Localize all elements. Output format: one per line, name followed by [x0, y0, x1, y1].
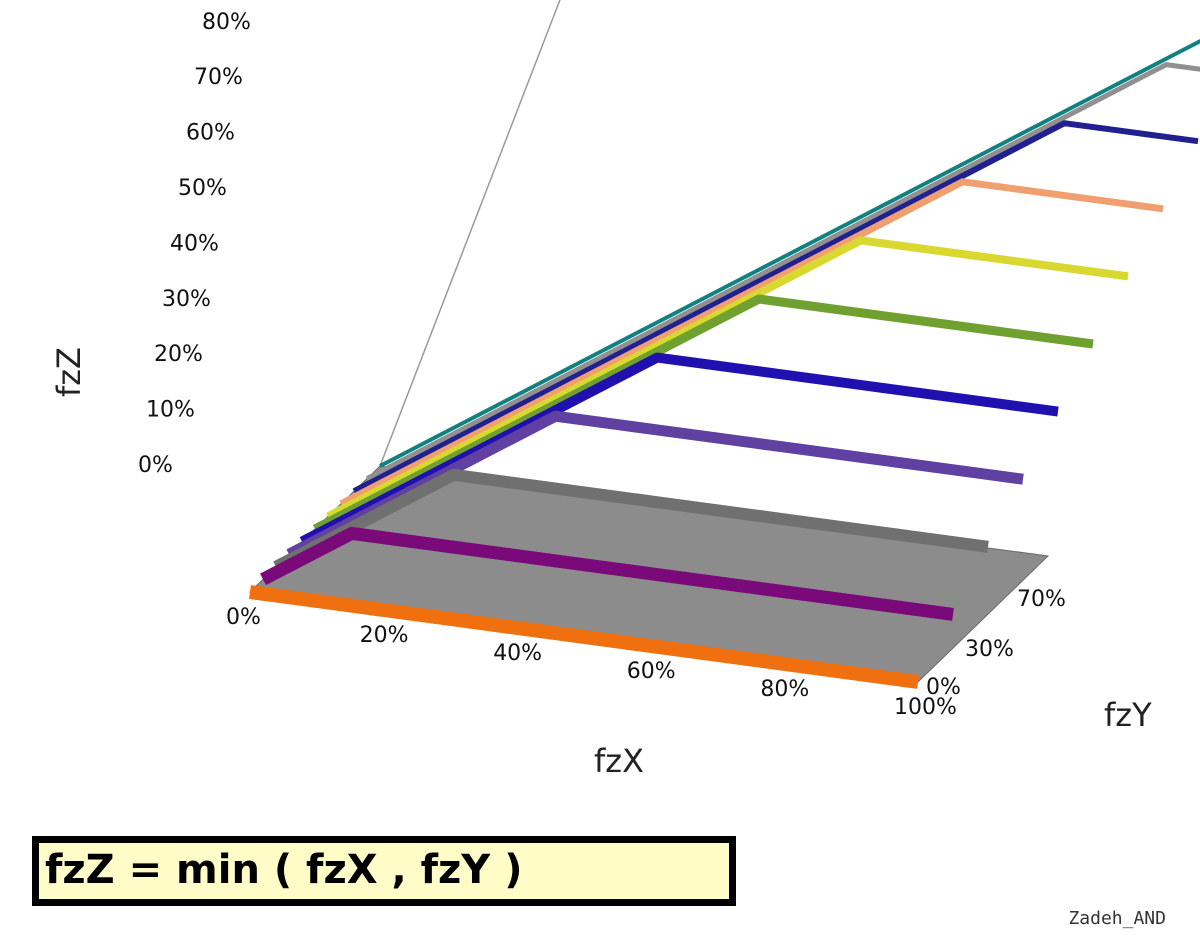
z-tick-label: 40% [170, 231, 219, 256]
z-axis-line [379, 0, 561, 467]
z-axis-title: fzZ [50, 347, 88, 397]
formula-text: fzZ = min ( fzX , fzY ) [45, 847, 523, 893]
x-tick-label: 20% [360, 623, 409, 648]
z-tick-label: 80% [202, 10, 251, 35]
series-line-y-80 [352, 120, 1199, 494]
z-tick-label: 0% [138, 453, 173, 478]
x-tick-label: 80% [760, 677, 809, 702]
surface-chart: 0%10%20%30%40%50%60%70%80%90%100%0%20%40… [50, 0, 1200, 780]
series-line-y-60 [326, 236, 1129, 520]
z-tick-label: 10% [146, 398, 195, 423]
chart-name-label: Zadeh_AND [1068, 908, 1166, 929]
x-tick-label: 0% [226, 605, 261, 630]
series-line-y-0 [249, 585, 919, 689]
series-line-y-50 [312, 294, 1094, 533]
series-line-y-20 [273, 468, 989, 573]
y-tick-label: 0% [926, 675, 961, 700]
y-tick-label: 30% [965, 637, 1014, 662]
tick-layer: 0%10%20%30%40%50%60%70%80%90%100%0%20%40… [138, 10, 1066, 720]
y-axis-title: fzY [1104, 696, 1152, 734]
x-tick-label: 60% [627, 659, 676, 684]
z-tick-label: 20% [154, 342, 203, 367]
y-tick-label: 70% [1017, 587, 1066, 612]
x-tick-label: 40% [493, 641, 542, 666]
series-line-y-90 [365, 62, 1200, 481]
formula-box: fzZ = min ( fzX , fzY ) [32, 836, 736, 906]
x-axis-title: fzX [594, 742, 644, 780]
series-layer [249, 38, 1200, 689]
axis-layer [379, 0, 561, 467]
x-tick-label: 100% [894, 695, 957, 720]
z-tick-label: 60% [186, 121, 235, 146]
z-tick-label: 30% [162, 287, 211, 312]
series-line-y-100 [379, 38, 1200, 468]
z-tick-label: 50% [178, 176, 227, 201]
series-line-y-10 [260, 526, 954, 621]
series-line-y-70 [339, 178, 1164, 507]
z-tick-label: 70% [194, 65, 243, 90]
